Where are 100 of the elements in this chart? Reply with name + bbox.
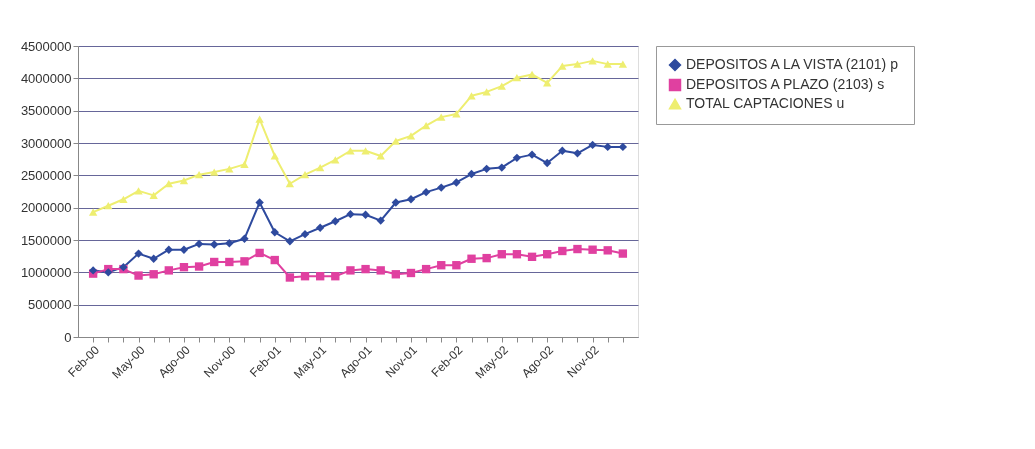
point [376,152,385,160]
point [452,110,461,118]
legend-label: DEPOSITOS A PLAZO (2103) s [686,76,885,92]
point [467,92,476,100]
point [300,230,310,239]
point [104,268,113,277]
point [88,208,98,216]
point [285,273,295,282]
point [270,255,279,265]
point [315,223,325,232]
point [406,132,416,140]
point [225,239,234,248]
point [512,250,522,259]
point [240,234,249,243]
point [134,271,143,280]
y-tick-label: 4000000 [20,70,72,86]
point [255,115,264,123]
point [194,171,204,179]
point [361,264,370,274]
point [225,257,234,267]
point [179,262,189,272]
point [391,270,401,279]
point [376,266,385,275]
point [558,62,567,70]
point [240,257,249,266]
point [618,249,628,258]
point [497,250,506,259]
point [573,149,582,158]
point [179,176,189,185]
point [406,195,416,204]
y-tick-label: 1000000 [20,264,72,280]
point [104,202,113,210]
point [497,163,506,172]
point [149,254,158,263]
point [164,180,173,188]
point [588,245,597,254]
y-tick-label: 0 [64,329,72,345]
y-tick-label: 2000000 [20,200,72,216]
y-tick-label: 3500000 [20,103,72,119]
point [467,254,476,263]
point [179,245,189,254]
point [512,153,522,163]
point [391,198,401,207]
point [588,140,597,150]
point [558,246,567,256]
legend-label: DEPOSITOS A LA VISTA (2101) p [686,56,899,72]
point [300,171,310,179]
point [331,272,340,281]
point [134,249,143,258]
point [315,272,325,281]
point [149,191,158,199]
point [361,210,370,219]
point [543,250,552,259]
point [467,169,476,179]
point [331,217,340,226]
point [361,147,370,155]
point [210,240,219,249]
point [346,209,355,219]
point [315,163,325,172]
y-tick-label: 3000000 [20,135,72,151]
point [406,268,416,278]
point [527,150,537,159]
point [603,142,612,152]
point [164,266,173,275]
point [482,164,491,174]
point [285,180,295,188]
point [558,146,567,155]
point [512,74,522,82]
point [603,246,612,255]
point [437,183,446,192]
point [119,195,128,203]
point [346,147,355,155]
point [194,262,204,271]
point [603,60,612,68]
y-tick-label: 500000 [28,297,72,313]
point [437,113,446,121]
point [421,264,431,274]
point [421,121,431,130]
legend-label: TOTAL CAPTACIONES u [686,95,845,111]
point [618,60,628,68]
point [255,198,264,207]
point [573,60,582,68]
y-tick-label: 2500000 [20,167,72,183]
point [482,88,491,96]
point [527,70,537,79]
point [134,187,143,195]
point [194,239,204,249]
point [452,178,461,187]
point [270,152,279,160]
point [210,257,219,267]
point [346,266,355,275]
point [421,187,431,197]
point [618,142,628,152]
point [376,216,385,225]
point [437,261,446,270]
point [164,245,173,254]
point [149,270,158,279]
point [285,237,295,246]
point [573,244,582,254]
y-tick-label: 1500000 [20,232,72,248]
